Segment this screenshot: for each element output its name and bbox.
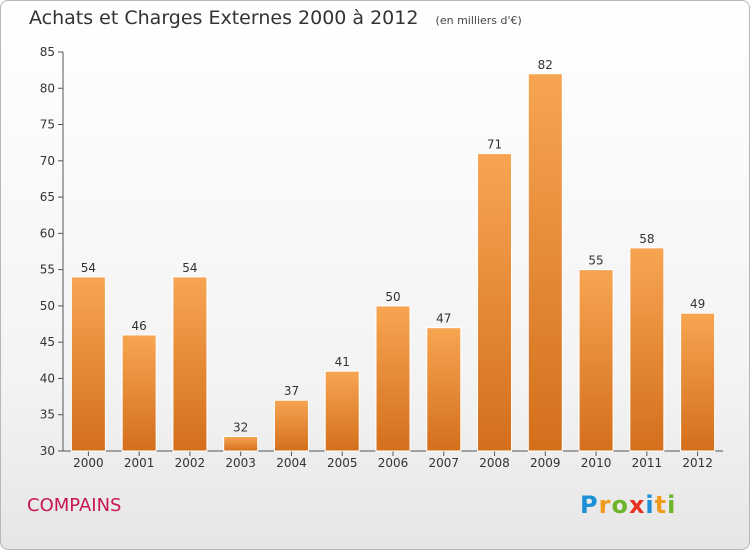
x-tick-label: 2002 bbox=[175, 456, 206, 470]
x-tick-label: 2005 bbox=[327, 456, 358, 470]
commune-name: COMPAINS bbox=[27, 495, 122, 516]
bar-2007 bbox=[426, 327, 462, 452]
data-label-2011: 58 bbox=[639, 232, 654, 246]
x-tick-label: 2001 bbox=[124, 456, 155, 470]
x-tick-label: 2008 bbox=[479, 456, 510, 470]
x-tick-label: 2012 bbox=[682, 456, 713, 470]
x-tick-label: 2006 bbox=[378, 456, 409, 470]
data-label-2002: 54 bbox=[182, 261, 197, 275]
chart-title-block: Achats et Charges Externes 2000 à 2012 (… bbox=[29, 7, 522, 29]
bar-2008 bbox=[477, 153, 513, 452]
y-tick-label: 65 bbox=[40, 190, 55, 204]
bar-2005 bbox=[324, 370, 360, 452]
bar-2004 bbox=[273, 399, 309, 452]
bar-2010 bbox=[578, 269, 614, 452]
y-tick-label: 80 bbox=[40, 81, 55, 95]
data-label-2001: 46 bbox=[132, 319, 147, 333]
x-tick-label: 2000 bbox=[73, 456, 104, 470]
data-label-2012: 49 bbox=[690, 297, 705, 311]
bar-2006 bbox=[375, 305, 411, 452]
chart-data-labels: 54 46 54 32 37 41 50 47 71 82 55 58 49 bbox=[81, 58, 706, 435]
data-label-2006: 50 bbox=[385, 290, 400, 304]
x-tick-label: 2010 bbox=[581, 456, 612, 470]
y-tick-label: 55 bbox=[40, 263, 55, 277]
y-tick-label: 45 bbox=[40, 335, 55, 349]
data-label-2007: 47 bbox=[436, 312, 451, 326]
x-tick-label: 2009 bbox=[530, 456, 561, 470]
chart-bars bbox=[70, 73, 716, 452]
bar-2009 bbox=[527, 73, 563, 452]
y-tick-label: 40 bbox=[40, 371, 55, 385]
x-tick-label: 2011 bbox=[632, 456, 663, 470]
x-tick-label: 2007 bbox=[428, 456, 459, 470]
bar-2011 bbox=[629, 247, 665, 452]
bar-2000 bbox=[70, 276, 106, 452]
y-tick-label: 50 bbox=[40, 299, 55, 313]
y-tick-label: 35 bbox=[40, 408, 55, 422]
y-tick-label: 75 bbox=[40, 118, 55, 132]
x-tick-label: 2004 bbox=[276, 456, 307, 470]
y-tick-label: 60 bbox=[40, 226, 55, 240]
x-tick-label: 2003 bbox=[225, 456, 256, 470]
data-label-2008: 71 bbox=[487, 138, 502, 152]
data-label-2004: 37 bbox=[284, 384, 299, 398]
bar-2012 bbox=[680, 312, 716, 452]
bar-2001 bbox=[121, 334, 157, 452]
data-label-2003: 32 bbox=[233, 420, 248, 434]
chart-title: Achats et Charges Externes 2000 à 2012 bbox=[29, 7, 419, 29]
bar-2002 bbox=[172, 276, 208, 452]
data-label-2005: 41 bbox=[335, 355, 350, 369]
data-label-2009: 82 bbox=[538, 58, 553, 72]
data-label-2000: 54 bbox=[81, 261, 96, 275]
chart-subtitle: (en milliers d'€) bbox=[435, 14, 522, 27]
y-tick-label: 85 bbox=[40, 45, 55, 59]
data-label-2010: 55 bbox=[588, 254, 603, 268]
brand-logo: Proxiti bbox=[580, 491, 677, 519]
y-tick-label: 70 bbox=[40, 154, 55, 168]
bar-2003 bbox=[223, 435, 259, 452]
y-tick-label: 30 bbox=[40, 444, 55, 458]
